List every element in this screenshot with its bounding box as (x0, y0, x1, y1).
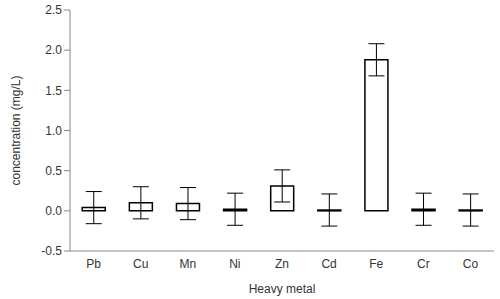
svg-text:Heavy metal: Heavy metal (249, 282, 316, 296)
svg-text:Co: Co (463, 257, 479, 271)
svg-text:1.5: 1.5 (45, 84, 62, 98)
svg-text:Fe: Fe (369, 257, 383, 271)
svg-text:Ni: Ni (229, 257, 240, 271)
svg-text:Cu: Cu (133, 257, 148, 271)
svg-text:1.0: 1.0 (45, 124, 62, 138)
svg-text:Cd: Cd (321, 257, 336, 271)
svg-text:Pb: Pb (86, 257, 101, 271)
svg-text:Mn: Mn (179, 257, 196, 271)
svg-text:0.5: 0.5 (45, 164, 62, 178)
svg-text:0.0: 0.0 (45, 204, 62, 218)
svg-text:2.5: 2.5 (45, 3, 62, 17)
svg-text:Cr: Cr (417, 257, 430, 271)
svg-text:concentration (mg/L): concentration (mg/L) (9, 75, 23, 185)
svg-text:Zn: Zn (275, 257, 289, 271)
svg-text:-0.5: -0.5 (41, 244, 62, 258)
svg-text:2.0: 2.0 (45, 43, 62, 57)
